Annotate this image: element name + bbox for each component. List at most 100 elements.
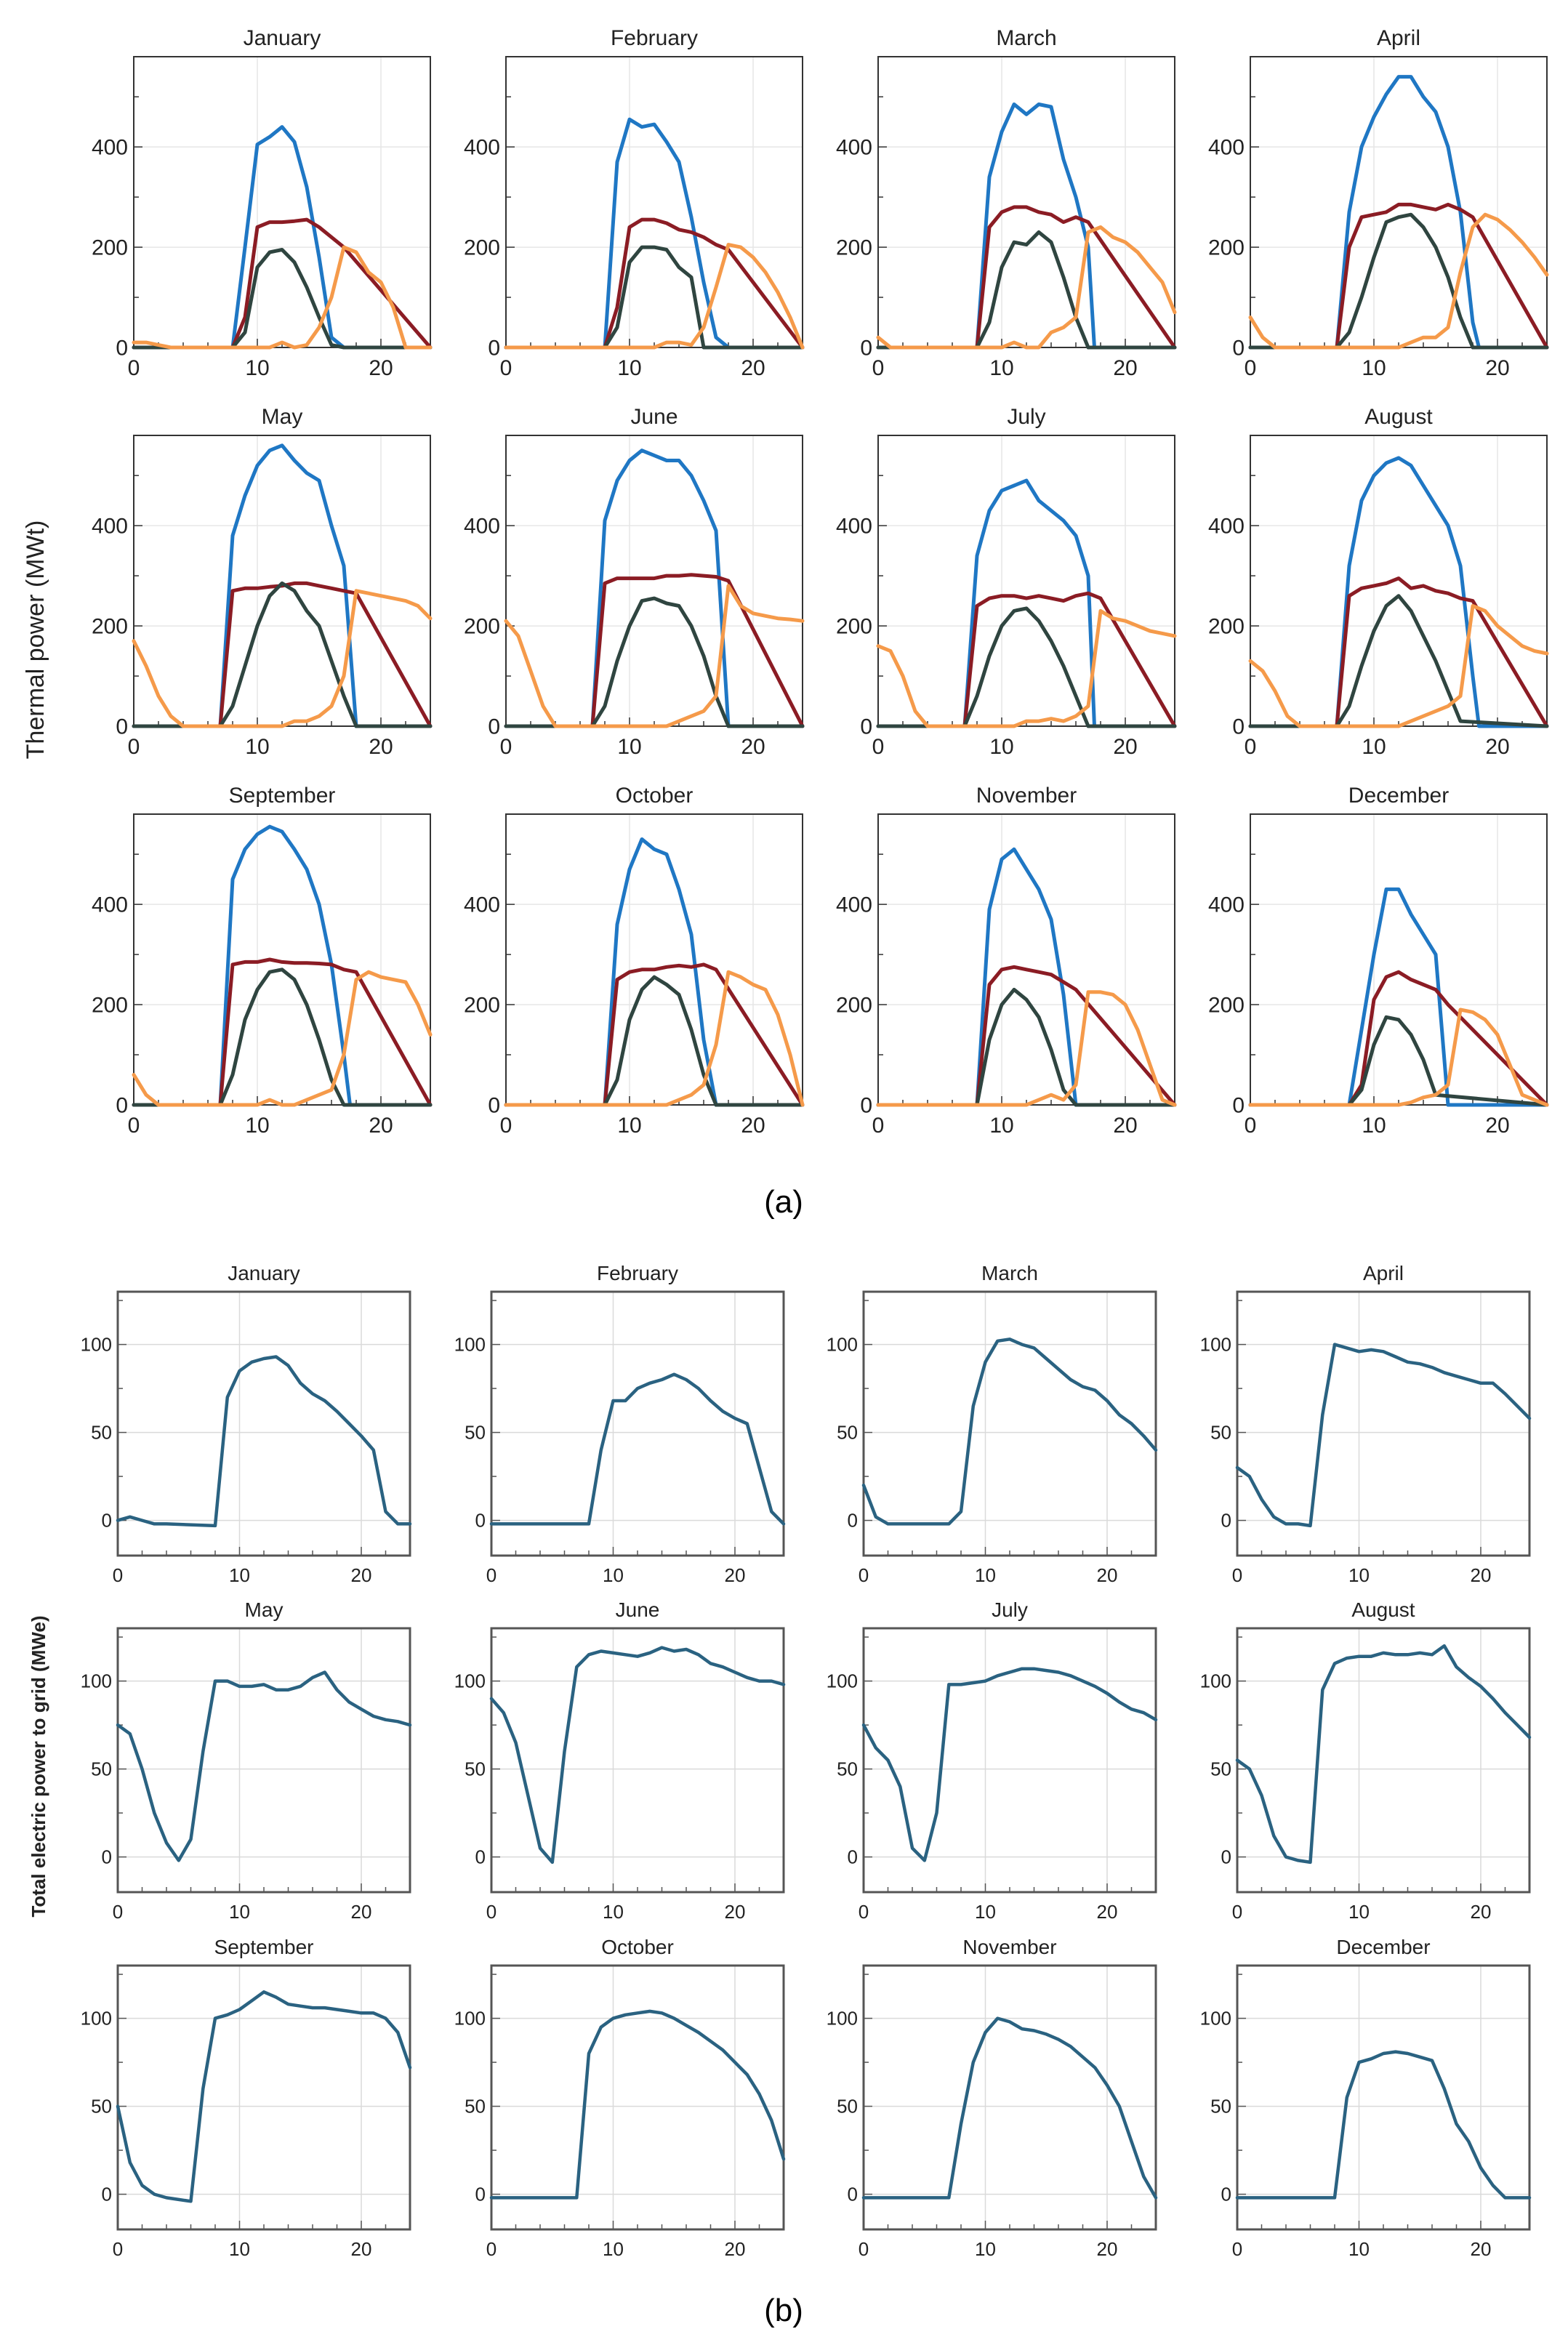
subplot-title: July: [992, 1598, 1028, 1621]
x-tick-label: 0: [1245, 356, 1257, 380]
y-tick-label: 0: [1232, 715, 1245, 739]
subplot-november: November 0 10 20 0 50 100: [827, 1936, 1158, 2260]
series-line-orange: [504, 970, 805, 1107]
series-line-red: [504, 573, 805, 728]
subplot-title: December: [1336, 1936, 1430, 1958]
x-tick-label: 0: [113, 2238, 123, 2260]
series-line-line: [861, 1338, 1158, 1526]
y-tick-label: 100: [454, 1334, 486, 1356]
y-tick-label: 0: [116, 337, 128, 361]
x-tick-label: 10: [617, 356, 641, 380]
y-tick-label: 0: [1221, 1510, 1231, 1532]
subplot-title: March: [981, 1262, 1038, 1284]
series-line-red: [132, 217, 433, 350]
series-line-dark: [1248, 594, 1549, 728]
subplot-title: April: [1363, 1262, 1404, 1284]
subplot-december: December 0 10 20 0 50 100: [1200, 1936, 1532, 2260]
panel-b-y-axis-label: Total electric power to grid (MWe): [28, 1615, 49, 1917]
y-tick-label: 0: [1232, 1094, 1245, 1118]
x-tick-label: 0: [872, 356, 885, 380]
x-tick-label: 20: [351, 2238, 372, 2260]
x-tick-label: 10: [1348, 2238, 1370, 2260]
series-line-blue: [504, 117, 805, 350]
series-line-dark: [132, 968, 433, 1107]
subplot-title: August: [1351, 1598, 1415, 1621]
y-tick-label: 200: [836, 994, 872, 1018]
x-tick-label: 0: [1245, 1114, 1257, 1138]
x-tick-label: 10: [245, 1114, 269, 1138]
subplot-title: October: [616, 784, 693, 808]
y-tick-label: 100: [827, 1670, 858, 1692]
y-tick-label: 400: [836, 136, 872, 160]
x-tick-label: 20: [1097, 2238, 1118, 2260]
x-tick-label: 10: [603, 1901, 624, 1923]
subplot-october: October 0 10 20 0 50 100: [454, 1936, 786, 2260]
series-line-red: [1248, 576, 1549, 728]
y-tick-label: 0: [860, 715, 872, 739]
y-tick-label: 0: [116, 1094, 128, 1118]
y-tick-label: 0: [102, 2184, 112, 2205]
x-tick-label: 20: [1471, 1901, 1492, 1923]
x-tick-label: 10: [617, 735, 641, 759]
panel-b-caption: (b): [764, 2293, 803, 2328]
y-tick-label: 100: [1200, 2008, 1231, 2030]
x-tick-label: 20: [725, 1901, 746, 1923]
x-tick-label: 0: [113, 1564, 123, 1586]
series-line-red: [132, 581, 433, 728]
y-tick-label: 0: [475, 2184, 486, 2205]
subplot-title: May: [245, 1598, 284, 1621]
y-tick-label: 0: [488, 337, 500, 361]
y-tick-label: 0: [475, 1846, 486, 1868]
subplot-title: November: [976, 784, 1077, 808]
y-tick-label: 50: [91, 2096, 112, 2117]
y-tick-label: 100: [81, 1670, 112, 1692]
series-line-blue: [132, 443, 433, 728]
y-tick-label: 100: [827, 1334, 858, 1356]
series-line-dark: [132, 248, 433, 350]
x-tick-label: 10: [617, 1114, 641, 1138]
subplot-title: May: [262, 405, 303, 429]
y-tick-label: 100: [827, 2008, 858, 2030]
series-line-blue: [132, 824, 433, 1107]
x-tick-label: 20: [741, 735, 765, 759]
y-tick-label: 0: [475, 1510, 486, 1532]
y-tick-label: 400: [92, 515, 128, 539]
y-tick-label: 0: [488, 1094, 500, 1118]
x-tick-label: 0: [128, 356, 140, 380]
series-line-line: [116, 1355, 412, 1528]
series-line-blue: [876, 847, 1177, 1107]
series-line-orange: [876, 225, 1177, 350]
x-tick-label: 0: [486, 1901, 496, 1923]
y-tick-label: 400: [464, 136, 500, 160]
y-tick-label: 100: [81, 1334, 112, 1356]
y-tick-label: 50: [837, 2096, 858, 2117]
x-tick-label: 20: [1113, 356, 1137, 380]
series-line-line: [1235, 1644, 1532, 1865]
y-tick-label: 50: [91, 1758, 112, 1780]
y-tick-label: 50: [837, 1758, 858, 1780]
y-tick-label: 200: [1208, 615, 1245, 639]
series-line-orange: [1248, 212, 1549, 350]
x-tick-label: 0: [859, 1564, 869, 1586]
y-tick-label: 0: [848, 2184, 858, 2205]
y-tick-label: 50: [1210, 1422, 1231, 1444]
x-tick-label: 0: [1245, 735, 1257, 759]
y-tick-label: 0: [488, 715, 500, 739]
y-tick-label: 400: [92, 893, 128, 917]
x-tick-label: 10: [975, 1564, 996, 1586]
series-line-blue: [132, 125, 433, 350]
subplot-august: August 0 10 20 0 50 100: [1200, 1598, 1532, 1923]
x-tick-label: 0: [859, 1901, 869, 1923]
subplot-february: February 0 10 20 0 50 100: [454, 1262, 786, 1586]
series-line-orange: [132, 970, 433, 1107]
y-tick-label: 100: [1200, 1670, 1231, 1692]
x-tick-label: 10: [989, 1114, 1013, 1138]
y-tick-label: 0: [1232, 337, 1245, 361]
series-line-dark: [504, 245, 805, 350]
x-tick-label: 20: [351, 1564, 372, 1586]
x-tick-label: 10: [989, 735, 1013, 759]
